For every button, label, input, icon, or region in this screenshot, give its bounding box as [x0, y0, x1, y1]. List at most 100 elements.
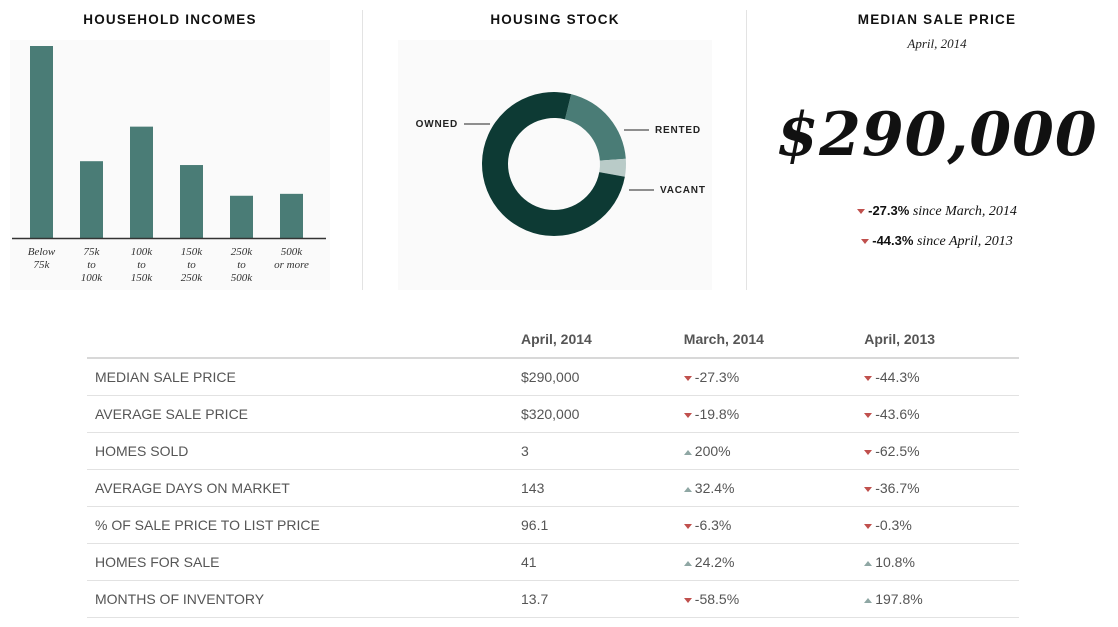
income-bar [130, 126, 153, 238]
year-change-cell: -62.5% [864, 432, 1019, 470]
year-change-cell: -0.3% [864, 506, 1019, 544]
month-change-value: -19.8% [694, 406, 740, 422]
month-change-cell: 32.4% [683, 469, 865, 507]
median-sale-price-value: $290,000 [776, 100, 1098, 170]
row-label-cell: MEDIAN SALE PRICE [87, 358, 521, 396]
year-change-cell: -44.3% [864, 358, 1019, 396]
up-arrow-icon [683, 486, 692, 492]
x-tick-label: 75k to 100k [81, 246, 104, 284]
x-tick-line: Below [28, 246, 56, 258]
table-row: % OF SALE PRICE TO LIST PRICE 96.1 -6.3% -0… [87, 506, 1019, 544]
table-body: MEDIAN SALE PRICE $290,000 -27.3% -44.3% AVE… [87, 358, 1019, 618]
current-value: 143 [521, 480, 545, 496]
housing-stock-title: HOUSING STOCK [490, 12, 620, 27]
row-label-cell: MONTHS OF INVENTORY [87, 580, 521, 618]
row-label-cell: HOMES FOR SALE [87, 543, 521, 581]
year-change-value: -0.3% [875, 517, 912, 533]
row-label: % OF SALE PRICE TO LIST PRICE [95, 517, 320, 533]
row-label: MONTHS OF INVENTORY [95, 591, 265, 607]
table-row: MONTHS OF INVENTORY 13.7 -58.5% 197.8% [87, 580, 1019, 618]
year-change-cell: 197.8% [864, 580, 1019, 618]
up-arrow-icon [683, 449, 692, 455]
up-arrow-icon [864, 597, 873, 603]
x-tick-line: 150k [181, 246, 204, 258]
x-tick-label: 500k or more [274, 246, 309, 271]
row-label: AVERAGE SALE PRICE [95, 406, 249, 422]
x-tick-line: or more [274, 259, 309, 271]
x-tick-label: 150k to 250k [181, 246, 204, 284]
column-header [87, 320, 521, 359]
donut-label-rented: RENTED [655, 125, 701, 136]
x-tick-line: to [137, 259, 146, 271]
month-change-value: -6.3% [694, 517, 732, 533]
up-arrow-icon [864, 560, 873, 566]
change-text: since April, 2013 [913, 234, 1013, 249]
month-change-cell: 200% [683, 432, 865, 470]
column-header: April, 2013 [864, 320, 1019, 359]
month-change-value: 24.2% [694, 554, 735, 570]
row-label-cell: % OF SALE PRICE TO LIST PRICE [87, 506, 521, 544]
income-bar [180, 165, 203, 238]
current-value: 3 [521, 443, 529, 459]
current-value-cell: 41 [521, 543, 684, 581]
housing-stock-chart: OWNED RENTED VACANT [398, 40, 712, 290]
year-change-cell: 10.8% [864, 543, 1019, 581]
donut-label-vacant: VACANT [660, 185, 706, 196]
down-arrow-icon [683, 597, 692, 603]
table-row: AVERAGE SALE PRICE $320,000 -19.8% -43.6% [87, 395, 1019, 433]
down-arrow-icon [864, 375, 873, 381]
current-value-cell: $320,000 [521, 395, 684, 433]
month-change-value: 200% [694, 443, 731, 459]
current-value-cell: 143 [521, 469, 684, 507]
table-row: MEDIAN SALE PRICE $290,000 -27.3% -44.3% [87, 358, 1019, 396]
x-tick-label: 250k to 500k [231, 246, 254, 284]
donut-slice-vacant [599, 158, 626, 177]
donut-slice-owned [482, 92, 625, 236]
year-change-cell: -36.7% [864, 469, 1019, 507]
household-incomes-title: HOUSEHOLD INCOMES [83, 12, 257, 27]
x-tick-label: Below 75k [28, 246, 56, 271]
median-sale-price-title: MEDIAN SALE PRICE [857, 12, 1017, 27]
year-change-value: -36.7% [875, 480, 920, 496]
x-tick-line: 150k [131, 272, 154, 284]
income-bar [230, 195, 253, 238]
row-label: HOMES FOR SALE [95, 554, 220, 570]
column-header: March, 2014 [683, 320, 865, 359]
down-arrow-icon [683, 412, 692, 418]
row-label-cell: HOMES SOLD [87, 432, 521, 470]
x-tick-line: 250k [181, 272, 204, 284]
change-since-month: -27.3% since March, 2014 [747, 203, 1118, 220]
current-value-cell: $290,000 [521, 358, 684, 396]
x-tick-line: 75k [34, 259, 51, 271]
month-change-cell: -58.5% [683, 580, 865, 618]
income-bar [280, 193, 303, 238]
current-value-cell: 96.1 [521, 506, 684, 544]
current-value-cell: 3 [521, 432, 684, 470]
year-change-value: -62.5% [875, 443, 920, 459]
up-arrow-icon [683, 560, 692, 566]
down-arrow-icon [857, 209, 866, 215]
current-value: 13.7 [521, 591, 549, 607]
x-tick-line: 75k [84, 246, 101, 258]
year-change-cell: -43.6% [864, 395, 1019, 433]
down-arrow-icon [864, 523, 873, 529]
income-bar [30, 46, 53, 238]
x-tick-line: 100k [81, 272, 104, 284]
row-label-cell: AVERAGE DAYS ON MARKET [87, 469, 521, 507]
household-incomes-chart: Below 75k 75k to 100k 100k to 150k 150k to 250k 250… [10, 40, 330, 290]
current-value: 41 [521, 554, 537, 570]
current-value: $290,000 [521, 369, 580, 385]
month-change-value: -27.3% [694, 369, 740, 385]
row-label-cell: AVERAGE SALE PRICE [87, 395, 521, 433]
change-text: since March, 2014 [909, 204, 1017, 219]
market-stats-table: April, 2014 March, 2014 April, 2013 MEDI… [87, 320, 1019, 618]
change-pct: -27.3% [868, 203, 910, 218]
current-value: $320,000 [521, 406, 580, 422]
x-tick-line: to [87, 259, 96, 271]
month-change-value: -58.5% [694, 591, 740, 607]
down-arrow-icon [861, 239, 870, 245]
table-header-row: April, 2014 March, 2014 April, 2013 [87, 320, 1019, 359]
row-label: MEDIAN SALE PRICE [95, 369, 236, 385]
column-header: April, 2014 [521, 320, 684, 359]
